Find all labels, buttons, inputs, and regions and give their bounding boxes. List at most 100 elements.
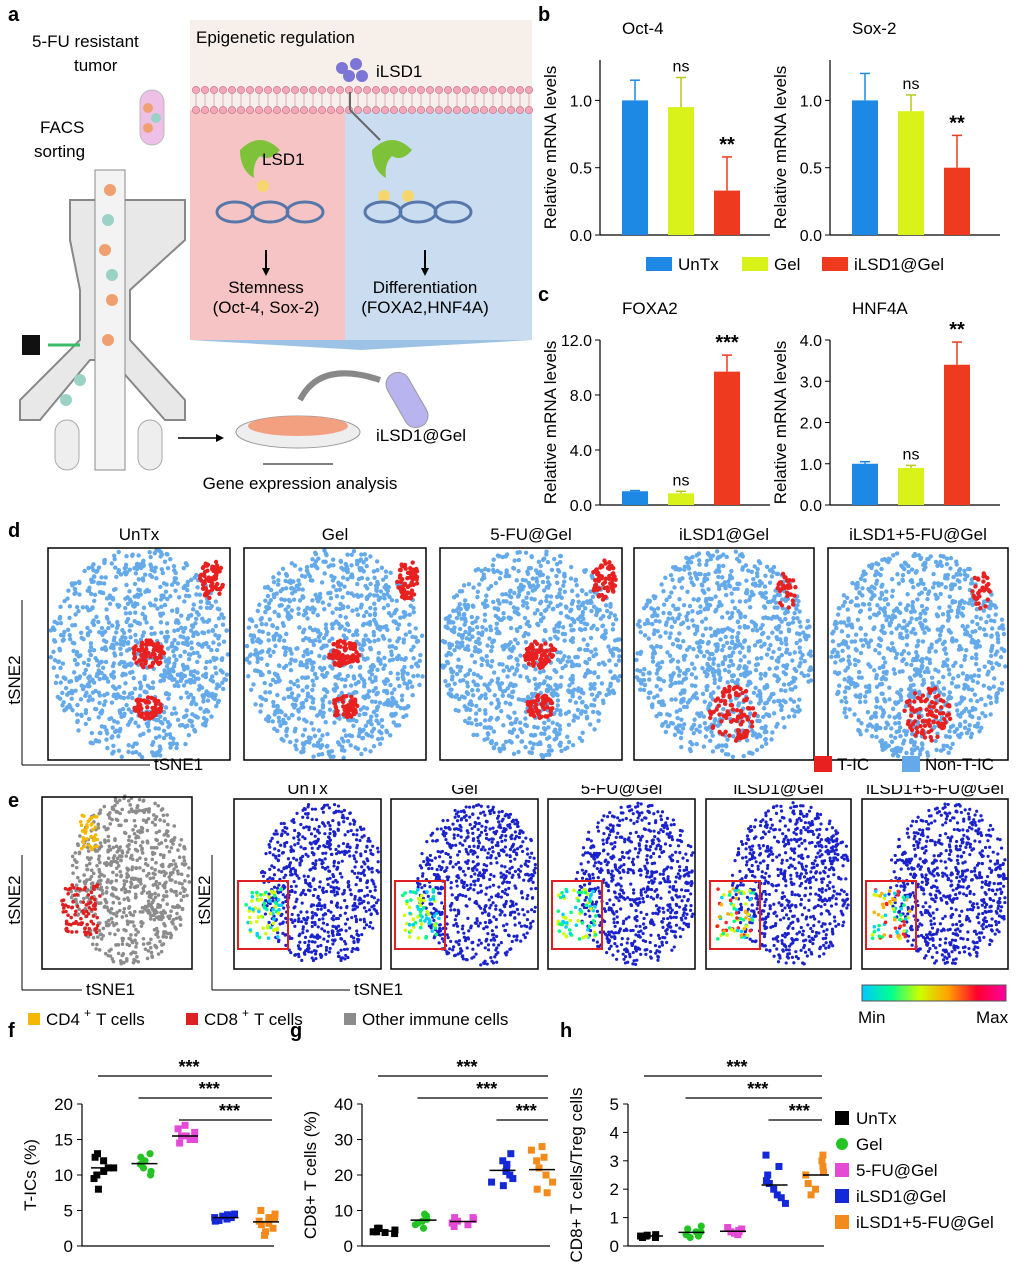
y-axis-label: Relative mRNA levels xyxy=(541,66,560,229)
data-point xyxy=(91,1153,99,1161)
data-point xyxy=(257,1221,265,1229)
y-tick-label: 5 xyxy=(610,1095,619,1114)
y-axis-label: Relative mRNA levels xyxy=(541,341,560,504)
differentiation-label-1: Differentiation xyxy=(372,278,478,297)
bar-legend: UnTx Gel iLSD1@Gel xyxy=(646,255,944,274)
data-point xyxy=(211,1217,219,1225)
y-tick-label: 20 xyxy=(54,1095,73,1114)
data-point xyxy=(100,1167,108,1175)
y-tick-label: 2.0 xyxy=(800,416,822,433)
significance-label: *** xyxy=(476,1079,497,1099)
bar-chart-sox2: Sox-2 0.0 0.5 1.0 Relative mRNA levels ns ** xyxy=(771,19,1000,245)
data-point xyxy=(538,1143,546,1151)
tsne-immune-plots: tSNE2 tSNE1 UnTx Gel 5-FU@Gel iLSD1@Gel iLSD1+… xyxy=(5,785,1009,1029)
highlight-box xyxy=(865,880,917,950)
bar xyxy=(898,111,924,235)
bar xyxy=(852,100,878,235)
plot-title: iLSD1+5-FU@Gel xyxy=(849,525,987,544)
significance-label: *** xyxy=(726,1057,747,1077)
color-scale-bar xyxy=(861,984,1007,1002)
gel-label: iLSD1@Gel xyxy=(376,426,467,445)
y-tick-label: 12.0 xyxy=(561,333,592,350)
significance-label: *** xyxy=(516,1101,537,1121)
data-point xyxy=(762,1151,770,1159)
data-point xyxy=(506,1171,514,1179)
y-tick-label: 10 xyxy=(54,1166,73,1185)
bar xyxy=(714,190,740,235)
bar xyxy=(622,100,648,235)
bar xyxy=(944,167,970,235)
data-point xyxy=(391,1230,399,1238)
tsne-d-plot-3: 5-FU@Gel xyxy=(439,525,623,761)
legend-label: Other immune cells xyxy=(362,1010,508,1029)
y-axis-label: tSNE2 xyxy=(5,875,24,924)
data-point xyxy=(450,1222,458,1230)
tsne-e-plot-3: 5-FU@Gel xyxy=(547,785,696,970)
significance-label: ** xyxy=(949,319,965,341)
bar xyxy=(852,463,878,505)
y-tick-label: 20 xyxy=(334,1166,353,1185)
bar-chart-oct4: Oct-4 0.0 0.5 1.0 Relative mRNA levels ns ** xyxy=(541,19,770,245)
legend-swatch xyxy=(835,1163,849,1177)
data-point xyxy=(770,1185,778,1193)
y-tick-label: 0.5 xyxy=(800,161,822,178)
data-point xyxy=(223,1215,231,1223)
chart-title: HNF4A xyxy=(852,299,908,318)
plot-frame xyxy=(547,798,696,970)
plot-title: UnTx xyxy=(119,525,160,544)
data-point xyxy=(819,1151,827,1159)
plot-frame xyxy=(233,798,382,970)
data-point xyxy=(271,1210,279,1218)
highlight-box xyxy=(237,880,289,950)
y-axis-label: tSNE2 xyxy=(5,655,24,704)
significance-label: *** xyxy=(747,1079,768,1099)
data-point xyxy=(448,1219,456,1227)
x-axis-label: tSNE1 xyxy=(354,980,403,999)
plot-title: iLSD1@Gel xyxy=(679,525,769,544)
data-point xyxy=(181,1121,189,1129)
data-point xyxy=(549,1178,557,1186)
y-tick-label: 30 xyxy=(334,1131,353,1150)
tsne-e-plot-4: iLSD1@Gel xyxy=(705,785,852,970)
data-point xyxy=(684,1225,692,1233)
data-point xyxy=(777,1194,785,1202)
y-tick-label: 0.0 xyxy=(570,228,592,245)
y-tick-label: 1.0 xyxy=(570,93,592,110)
bar xyxy=(944,364,970,505)
data-point xyxy=(507,1150,515,1158)
plot-frame xyxy=(243,547,427,761)
significance-label: *** xyxy=(199,1079,220,1099)
panel-letter-g: g xyxy=(290,1020,303,1042)
significance-label: ns xyxy=(903,76,920,93)
significance-label: ns xyxy=(903,446,920,463)
y-axis-label: Relative mRNA levels xyxy=(771,66,790,229)
data-point xyxy=(265,1214,273,1222)
data-point xyxy=(374,1224,382,1232)
data-point xyxy=(414,1219,422,1227)
color-scale-max: Max xyxy=(976,1008,1009,1027)
tsne-d-plot-1: UnTx xyxy=(47,525,231,761)
bar xyxy=(898,467,924,505)
legend-swatch xyxy=(835,1111,849,1125)
tsne-e-plot-1: UnTx xyxy=(233,785,382,970)
data-point xyxy=(231,1210,239,1218)
data-point xyxy=(533,1185,541,1193)
y-tick-label: 0 xyxy=(344,1237,353,1256)
data-point xyxy=(781,1199,789,1207)
y-tick-label: 1.0 xyxy=(800,457,822,474)
data-point xyxy=(775,1162,783,1170)
plot-frame xyxy=(439,547,623,761)
data-point xyxy=(697,1222,705,1230)
data-point xyxy=(651,1233,659,1241)
legend-label: CD4 xyxy=(46,1010,80,1029)
legend-label: CD8 xyxy=(204,1010,238,1029)
data-point xyxy=(764,1171,772,1179)
data-point xyxy=(186,1136,194,1143)
legend-swatch xyxy=(344,1013,356,1025)
data-point xyxy=(219,1212,227,1220)
data-point xyxy=(503,1160,511,1168)
legend-swatch xyxy=(186,1013,198,1025)
legend-label: T-IC xyxy=(837,755,869,774)
